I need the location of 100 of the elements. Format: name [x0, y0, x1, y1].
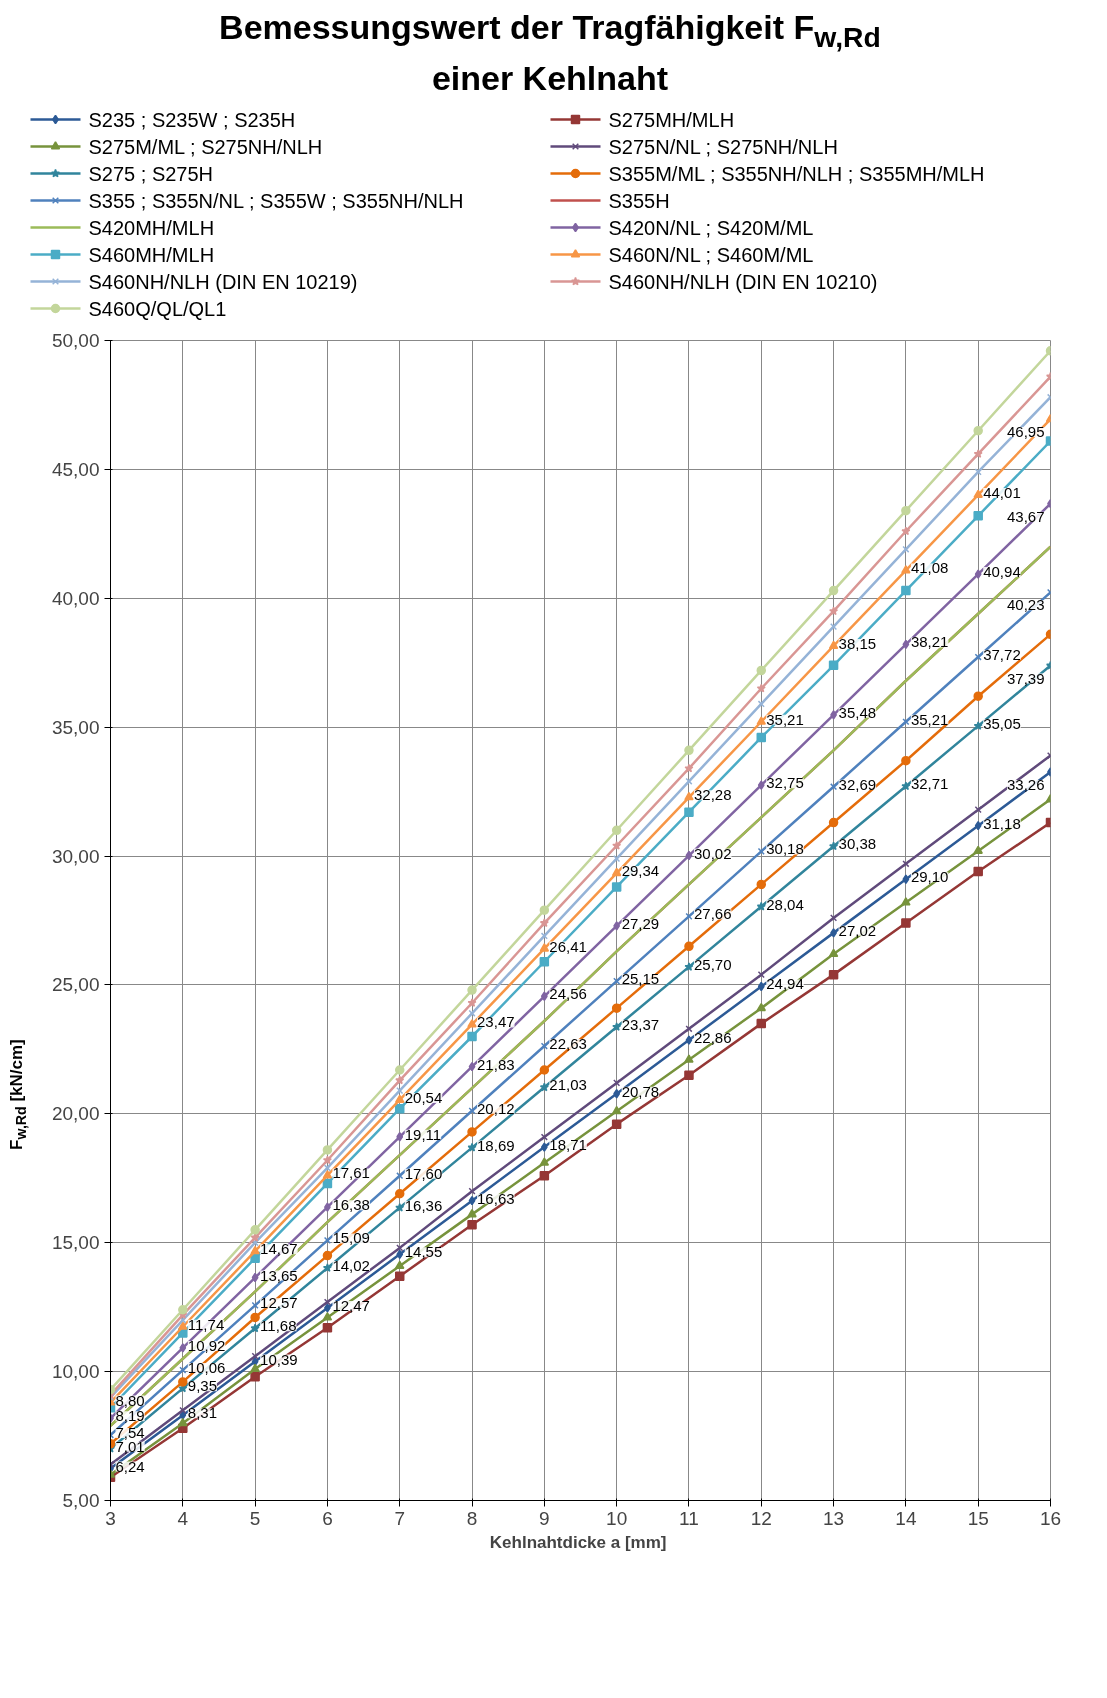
x-tick-label: 12	[750, 1507, 772, 1529]
data-label: 16,63	[477, 1189, 515, 1207]
data-label: 43,67	[1006, 507, 1045, 525]
x-tick-label: 14	[895, 1507, 917, 1529]
data-label: 32,69	[838, 775, 877, 793]
legend-label: S420MH/MLH	[88, 216, 215, 239]
data-label: 25,70	[693, 955, 732, 973]
x-tick-label: 6	[322, 1507, 333, 1529]
y-tick-label: 20,00	[51, 1103, 100, 1125]
data-label: 9,35	[187, 1377, 218, 1395]
data-label: 24,56	[549, 985, 587, 1003]
y-tick-label: 45,00	[51, 458, 100, 480]
data-label: 21,83	[477, 1055, 515, 1073]
data-label: 41,08	[910, 559, 949, 577]
data-label: 46,95	[1006, 422, 1045, 440]
legend-label: S275N/NL ; S275NH/NLH	[608, 135, 838, 158]
data-label: 10,06	[187, 1358, 226, 1376]
data-label: 13,65	[260, 1266, 298, 1284]
data-label: 14,67	[260, 1240, 298, 1258]
data-label: 28,04	[766, 895, 804, 913]
legend-label: S460MH/MLH	[88, 243, 215, 266]
data-label: 27,29	[621, 914, 660, 932]
data-label: 38,21	[910, 633, 949, 651]
data-label: 32,28	[693, 786, 732, 804]
x-axis-title: Kehlnahtdicke a [mm]	[489, 1532, 667, 1552]
data-label: 30,18	[766, 840, 804, 858]
data-label: 31,18	[983, 814, 1021, 832]
data-label: 16,38	[332, 1195, 370, 1213]
y-tick-label: 40,00	[51, 587, 100, 609]
x-tick-label: 5	[249, 1507, 261, 1529]
y-tick-label: 5,00	[62, 1489, 100, 1511]
data-label: 35,21	[910, 710, 949, 728]
data-label: 40,94	[983, 562, 1021, 580]
data-label: 19,11	[404, 1125, 442, 1143]
legend-label: S460Q/QL/QL1	[88, 297, 227, 320]
data-label: 35,21	[766, 710, 804, 728]
y-tick-label: 50,00	[51, 329, 100, 351]
data-label: 32,75	[766, 773, 804, 791]
data-label: 11,68	[260, 1317, 297, 1335]
data-label: 37,72	[983, 645, 1021, 663]
legend-label: S355 ; S355N/NL ; S355W ; S355NH/NLH	[88, 189, 464, 212]
data-label: 35,05	[983, 714, 1021, 732]
data-label: 26,41	[549, 937, 587, 955]
x-tick-label: 8	[466, 1507, 478, 1529]
legend-label: S460N/NL ; S460M/ML	[608, 243, 814, 266]
y-tick-label: 25,00	[51, 974, 100, 996]
data-label: 44,01	[983, 483, 1021, 501]
y-tick-label: 35,00	[51, 716, 100, 738]
data-label: 7,54	[115, 1423, 145, 1441]
data-label: 37,39	[1006, 669, 1045, 687]
data-label: 11,74	[187, 1315, 225, 1333]
legend-label: S460NH/NLH (DIN EN 10210)	[608, 270, 878, 293]
data-label: 14,02	[332, 1256, 370, 1274]
data-label: 16,36	[404, 1196, 443, 1214]
y-tick-label: 15,00	[51, 1232, 100, 1254]
data-label: 32,71	[910, 774, 949, 792]
data-label: 10,92	[187, 1336, 226, 1354]
data-label: 24,94	[766, 975, 804, 993]
data-label: 18,71	[549, 1135, 587, 1153]
chart-title: Bemessungswert der Tragfähigkeit F$_{w,Rd}$ einer Kehlnaht	[219, 8, 881, 97]
legend-label: S275 ; S275H	[88, 162, 214, 185]
x-tick-label: 3	[105, 1507, 116, 1529]
legend-label: S355H	[608, 189, 670, 212]
x-tick-label: 16	[1039, 1507, 1062, 1529]
legend-label: S275M/ML ; S275NH/NLH	[88, 135, 323, 158]
legend-label: S420N/NL ; S420M/ML	[608, 216, 814, 239]
data-label: 20,12	[477, 1099, 515, 1117]
x-tick-label: 15	[967, 1507, 989, 1529]
x-tick-label: 10	[606, 1507, 628, 1529]
data-label: 8,19	[115, 1407, 145, 1425]
data-label: 17,60	[404, 1164, 443, 1182]
legend-label: S460NH/NLH (DIN EN 10219)	[88, 270, 358, 293]
x-tick-label: 11	[679, 1507, 699, 1529]
legend-label: S355M/ML ; S355NH/NLH ; S355MH/MLH	[608, 162, 985, 185]
data-label: 25,15	[621, 969, 660, 987]
data-label: 14,55	[404, 1243, 443, 1261]
data-label: 40,23	[1006, 596, 1045, 614]
data-label: 35,48	[838, 703, 877, 721]
data-label: 27,66	[693, 905, 732, 923]
data-label: 8,31	[187, 1403, 218, 1421]
data-label: 22,86	[693, 1028, 732, 1046]
data-label: 17,61	[332, 1164, 370, 1182]
data-label: 23,47	[477, 1013, 515, 1031]
data-label: 30,38	[838, 835, 877, 853]
data-label: 12,47	[332, 1296, 370, 1314]
data-label: 29,34	[621, 861, 660, 879]
x-tick-label: 7	[394, 1507, 406, 1529]
data-label: 22,63	[549, 1034, 587, 1052]
data-label: 6,24	[115, 1457, 145, 1475]
data-label: 12,57	[260, 1294, 298, 1312]
y-tick-label: 10,00	[51, 1360, 100, 1382]
data-label: 27,02	[838, 921, 877, 939]
data-label: 18,69	[477, 1136, 515, 1154]
data-label: 30,02	[693, 844, 732, 862]
legend-label: S275MH/MLH	[608, 108, 735, 131]
x-tick-label: 9	[539, 1507, 550, 1529]
data-label: 20,78	[621, 1082, 660, 1100]
data-label: 8,80	[115, 1391, 145, 1409]
y-tick-label: 30,00	[51, 845, 100, 867]
x-tick-label: 13	[823, 1507, 845, 1529]
